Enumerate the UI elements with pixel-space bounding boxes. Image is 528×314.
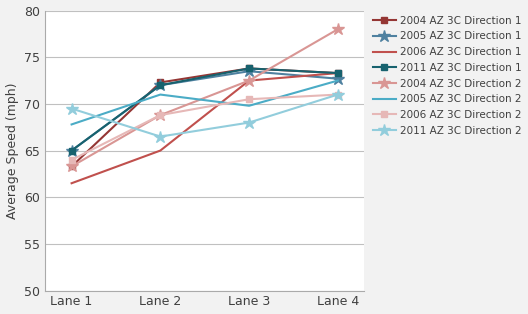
2004 AZ 3C Direction 2: [157, 113, 164, 117]
Line: 2006 AZ 3C Direction 2: 2006 AZ 3C Direction 2: [68, 91, 341, 163]
2011 AZ 3C Direction 1: [69, 149, 75, 153]
2004 AZ 3C Direction 1: [157, 81, 164, 84]
2006 AZ 3C Direction 2: [335, 93, 341, 96]
2011 AZ 3C Direction 1: [246, 67, 252, 70]
2006 AZ 3C Direction 2: [246, 97, 252, 101]
2005 AZ 3C Direction 1: [157, 83, 164, 87]
2006 AZ 3C Direction 1: [69, 181, 75, 185]
Y-axis label: Average Speed (mph): Average Speed (mph): [6, 82, 18, 219]
2006 AZ 3C Direction 1: [246, 79, 252, 83]
Line: 2004 AZ 3C Direction 1: 2004 AZ 3C Direction 1: [68, 65, 341, 170]
2004 AZ 3C Direction 2: [246, 79, 252, 83]
Line: 2011 AZ 3C Direction 1: 2011 AZ 3C Direction 1: [68, 65, 341, 154]
2005 AZ 3C Direction 2: [157, 93, 164, 96]
Line: 2006 AZ 3C Direction 1: 2006 AZ 3C Direction 1: [72, 73, 338, 183]
2006 AZ 3C Direction 2: [69, 158, 75, 162]
2006 AZ 3C Direction 2: [157, 113, 164, 117]
2004 AZ 3C Direction 2: [335, 27, 341, 31]
Line: 2005 AZ 3C Direction 2: 2005 AZ 3C Direction 2: [72, 81, 338, 124]
2005 AZ 3C Direction 1: [246, 69, 252, 73]
2011 AZ 3C Direction 2: [157, 135, 164, 138]
2004 AZ 3C Direction 1: [335, 71, 341, 75]
Line: 2005 AZ 3C Direction 1: 2005 AZ 3C Direction 1: [65, 65, 344, 157]
2004 AZ 3C Direction 1: [69, 165, 75, 168]
2005 AZ 3C Direction 1: [69, 149, 75, 153]
2011 AZ 3C Direction 2: [335, 93, 341, 96]
2005 AZ 3C Direction 2: [69, 122, 75, 126]
2005 AZ 3C Direction 2: [246, 104, 252, 108]
Line: 2011 AZ 3C Direction 2: 2011 AZ 3C Direction 2: [65, 88, 344, 143]
2006 AZ 3C Direction 1: [335, 71, 341, 75]
2004 AZ 3C Direction 2: [69, 165, 75, 168]
2005 AZ 3C Direction 1: [335, 77, 341, 81]
2006 AZ 3C Direction 1: [157, 149, 164, 153]
2011 AZ 3C Direction 2: [69, 107, 75, 111]
Line: 2004 AZ 3C Direction 2: 2004 AZ 3C Direction 2: [65, 23, 344, 173]
2005 AZ 3C Direction 2: [335, 79, 341, 83]
2011 AZ 3C Direction 1: [335, 71, 341, 75]
2004 AZ 3C Direction 1: [246, 67, 252, 70]
2011 AZ 3C Direction 1: [157, 83, 164, 87]
Legend: 2004 AZ 3C Direction 1, 2005 AZ 3C Direction 1, 2006 AZ 3C Direction 1, 2011 AZ : 2004 AZ 3C Direction 1, 2005 AZ 3C Direc…: [373, 16, 522, 136]
2011 AZ 3C Direction 2: [246, 121, 252, 124]
